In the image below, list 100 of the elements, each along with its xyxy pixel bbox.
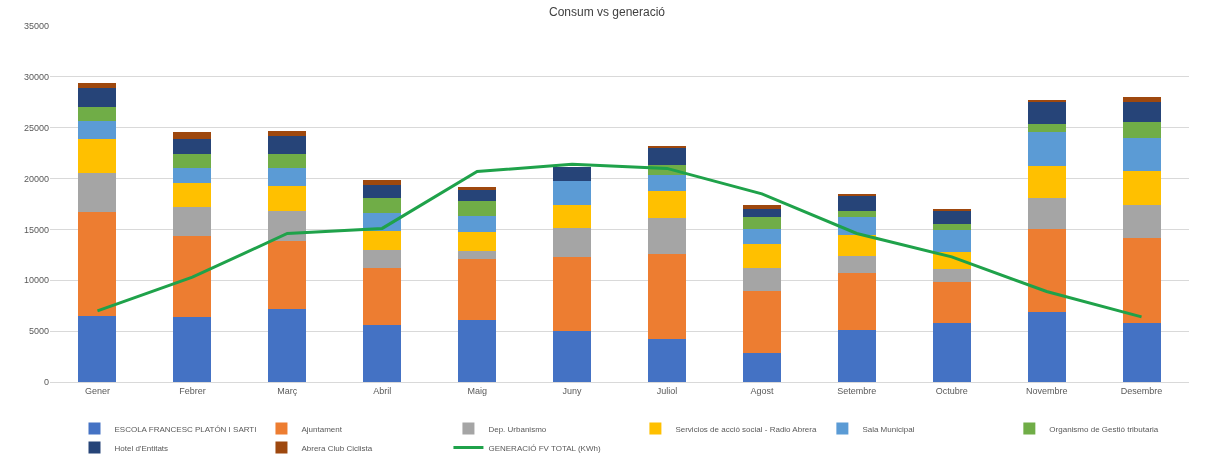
y-tick-label: 25000 (23, 122, 49, 133)
x-tick-label: Novembre (1025, 385, 1068, 396)
chart-title: Consum vs generació (548, 4, 666, 19)
bar (647, 190, 686, 219)
bar (553, 204, 592, 229)
bar (363, 267, 402, 325)
bar (1027, 131, 1066, 166)
bar (1027, 124, 1066, 132)
bar (1027, 228, 1066, 312)
bar (837, 193, 876, 196)
bar (932, 323, 971, 382)
bar (1122, 205, 1161, 238)
bar (363, 230, 402, 250)
bar (173, 168, 212, 183)
y-tick-label: 5000 (28, 326, 49, 337)
bar (78, 107, 117, 122)
x-tick-label: Febrer (179, 385, 206, 396)
bar (837, 272, 876, 330)
y-tick-label: 10000 (23, 275, 49, 286)
x-tick-label: Juliol (656, 385, 678, 396)
bar (647, 254, 686, 339)
bar (268, 168, 307, 186)
bar (742, 205, 781, 210)
bar (363, 180, 402, 185)
bar (173, 182, 212, 208)
legend-label: Sala Municipal (862, 424, 915, 434)
bar (837, 235, 876, 256)
bar (78, 315, 117, 382)
legend-label: Hotel d'Entitats (114, 443, 169, 453)
bar (78, 121, 117, 140)
bar (742, 268, 781, 292)
bar (268, 308, 307, 382)
bar (458, 215, 497, 233)
legend-label: Abrera Club Ciclista (301, 443, 373, 453)
y-tick-label: 15000 (23, 224, 49, 235)
bar (363, 249, 402, 268)
legend-label: ESCOLA FRANCESC PLATÓN I SARTI (114, 424, 257, 434)
bar (363, 197, 402, 213)
legend-label: Organismo de Gestió tributaria (1049, 424, 1159, 434)
x-tick-label: Setembre (837, 385, 877, 396)
bar (173, 207, 212, 237)
x-tick-label: Juny (562, 385, 583, 396)
bar (173, 132, 212, 139)
bar (1122, 170, 1161, 206)
bar (1122, 122, 1161, 139)
bar (932, 208, 971, 211)
x-tick-label: Octubre (935, 385, 968, 396)
bar (837, 195, 876, 211)
bar (647, 175, 686, 191)
bar (1122, 138, 1161, 171)
x-tick-label: Desembre (1120, 385, 1163, 396)
bar (553, 228, 592, 258)
bar (458, 250, 497, 260)
bar (1027, 101, 1066, 125)
bar (742, 291, 781, 353)
x-tick-label: Gener (84, 385, 110, 396)
bar (742, 243, 781, 269)
bar (268, 241, 307, 309)
bar (837, 210, 876, 217)
bar (553, 166, 592, 182)
bar (932, 223, 971, 230)
bar (458, 259, 497, 321)
bar (1027, 165, 1066, 199)
bar (78, 173, 117, 213)
x-tick-label: Agost (750, 385, 774, 396)
bar (458, 190, 497, 202)
bar (837, 255, 876, 273)
bar (78, 212, 117, 316)
bar (268, 185, 307, 211)
bar (742, 228, 781, 244)
bar (742, 352, 781, 382)
bar (1122, 102, 1161, 123)
x-tick-label: Març (277, 385, 298, 396)
bar (1027, 311, 1066, 382)
bar (78, 87, 117, 108)
legend-label: Ajuntament (301, 424, 343, 434)
legend-label: Dep. Urbanismo (488, 424, 547, 434)
y-tick-label: 35000 (23, 21, 49, 32)
bar (173, 316, 212, 382)
bar (553, 181, 592, 205)
bar (1122, 323, 1161, 382)
line-series (95, 162, 1144, 319)
bar (78, 139, 117, 174)
bar (932, 268, 971, 283)
bar (742, 217, 781, 229)
bar (932, 282, 971, 324)
bar (363, 184, 402, 198)
bar (173, 236, 212, 317)
bar (932, 229, 971, 252)
bar (647, 338, 686, 382)
bar (1027, 198, 1066, 229)
bar (268, 154, 307, 169)
bar (78, 82, 117, 88)
bar (932, 210, 971, 224)
bar (1122, 237, 1161, 324)
bar (458, 320, 497, 382)
x-tick-label: Abril (373, 385, 392, 396)
bar (837, 329, 876, 382)
y-tick-label: 0 (43, 377, 49, 388)
y-tick-label: 20000 (23, 173, 49, 184)
